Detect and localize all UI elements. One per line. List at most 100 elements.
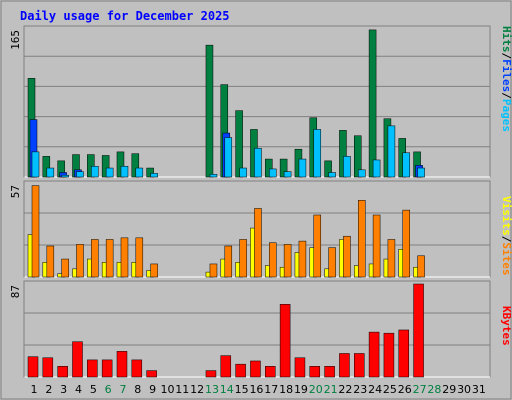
bar-hits-day-23	[354, 135, 362, 178]
x-tick-label-day-28: 28	[427, 383, 441, 396]
bar-sites-day-16	[254, 208, 262, 278]
x-tick-label-day-11: 11	[175, 383, 189, 396]
bar-hits-day-13	[205, 44, 214, 178]
bar-hits-day-7	[116, 151, 125, 178]
bar-hits-day-22	[339, 130, 347, 178]
bar-kbytes-day-3	[57, 366, 68, 378]
panel-3: 87	[9, 280, 491, 378]
bar-kbytes-day-13	[205, 370, 217, 378]
bar-kbytes-day-7	[116, 351, 128, 378]
bar-pages-day-5	[91, 165, 99, 178]
bar-pages-day-19	[298, 158, 307, 178]
bar-sites-day-4	[76, 244, 84, 278]
bar-kbytes-day-14	[220, 355, 232, 378]
bar-sites-day-24	[372, 214, 381, 278]
bar-kbytes-day-4	[72, 341, 83, 378]
x-tick-label-day-9: 9	[149, 383, 156, 396]
bar-hits-day-18	[279, 158, 288, 178]
legend-part: Hits	[500, 26, 512, 53]
x-tick-label-day-19: 19	[294, 383, 308, 396]
x-tick-label-day-7: 7	[119, 383, 126, 396]
bar-kbytes-day-26	[398, 329, 409, 378]
bar-sites-day-17	[269, 242, 277, 278]
bar-pages-day-21	[328, 172, 336, 178]
right-legend-3: KBytes	[500, 306, 512, 346]
bar-kbytes-day-25	[383, 332, 395, 378]
x-tick-label-day-20: 20	[309, 383, 323, 396]
bar-pages-day-16	[254, 148, 262, 178]
x-tick-label-day-18: 18	[279, 383, 293, 396]
bar-kbytes-day-21	[324, 366, 335, 378]
bar-pages-day-20	[313, 129, 322, 178]
bar-kbytes-day-19	[294, 357, 306, 378]
bar-kbytes-day-22	[339, 353, 350, 378]
bar-pages-day-17	[269, 168, 277, 178]
y-axis-max-label: 87	[9, 285, 22, 298]
legend-part: KBytes	[500, 306, 512, 346]
chart-panels: 165 57 87	[9, 25, 491, 378]
bar-kbytes-day-27	[413, 283, 424, 378]
bar-sites-day-5	[91, 239, 99, 278]
bar-hits-day-24	[368, 29, 377, 178]
bar-kbytes-day-1	[27, 356, 39, 378]
bar-sites-day-25	[387, 239, 396, 278]
x-tick-label-day-21: 21	[324, 383, 338, 396]
bar-sites-day-27	[417, 255, 425, 278]
x-tick-label-day-5: 5	[90, 383, 97, 396]
bar-hits-day-9	[146, 167, 154, 178]
bar-pages-day-25	[387, 125, 396, 178]
bar-sites-day-2	[46, 245, 55, 278]
bar-kbytes-day-15	[235, 363, 246, 378]
bar-pages-day-22	[343, 156, 351, 178]
bar-pages-day-1	[31, 151, 40, 178]
bar-hits-day-17	[265, 158, 273, 178]
bar-hits-day-5	[87, 154, 95, 178]
x-tick-label-day-14: 14	[220, 383, 234, 396]
y-axis-max-label: 57	[9, 185, 22, 198]
bar-kbytes-day-6	[101, 359, 113, 378]
legend-part: Sites	[500, 242, 512, 275]
x-axis-day-labels: 1 2 3 4 5 6 7 8 9 10 11 12 13 14 15 16 17 18 19 20 21 22 23 24 2…	[31, 383, 486, 396]
bar-sites-day-3	[61, 258, 69, 278]
right-legend-1: Hits/Files/Pages	[500, 26, 512, 132]
bar-sites-day-13	[209, 263, 218, 278]
bar-pages-day-8	[135, 167, 144, 178]
bar-sites-day-7	[120, 237, 129, 278]
bar-kbytes-day-8	[131, 359, 143, 378]
x-tick-label-day-17: 17	[264, 383, 278, 396]
x-tick-label-day-22: 22	[338, 383, 352, 396]
x-tick-label-day-2: 2	[45, 383, 52, 396]
x-tick-label-day-26: 26	[398, 383, 412, 396]
bar-sites-day-21	[328, 247, 336, 278]
bar-hits-day-15	[235, 110, 243, 178]
x-tick-label-day-8: 8	[134, 383, 141, 396]
legend-part: /	[500, 236, 512, 243]
bar-pages-day-24	[372, 159, 381, 178]
x-tick-label-day-24: 24	[368, 383, 382, 396]
x-tick-label-day-16: 16	[249, 383, 263, 396]
bar-sites-day-1	[31, 185, 40, 278]
bar-pages-day-13	[209, 174, 218, 178]
x-tick-label-day-6: 6	[105, 383, 112, 396]
legend-part: Pages	[500, 99, 512, 132]
panel-1: 165	[9, 25, 491, 178]
bar-sites-day-26	[402, 209, 410, 278]
bar-pages-day-2	[46, 167, 55, 178]
bar-kbytes-day-17	[265, 366, 276, 378]
x-tick-label-day-4: 4	[75, 383, 82, 396]
x-tick-label-day-27: 27	[413, 383, 427, 396]
bar-pages-day-15	[239, 167, 247, 178]
bar-sites-day-8	[135, 237, 144, 278]
bar-pages-day-18	[283, 171, 292, 178]
bar-sites-day-20	[313, 214, 322, 278]
x-tick-label-day-29: 29	[442, 383, 456, 396]
x-tick-label-day-15: 15	[235, 383, 249, 396]
panel-2: 57	[9, 180, 491, 278]
bar-pages-day-6	[105, 167, 114, 178]
chart-title: Daily usage for December 2025	[20, 9, 230, 23]
bar-kbytes-day-18	[279, 304, 291, 378]
bar-sites-day-18	[283, 244, 292, 278]
bar-kbytes-day-9	[146, 370, 157, 378]
